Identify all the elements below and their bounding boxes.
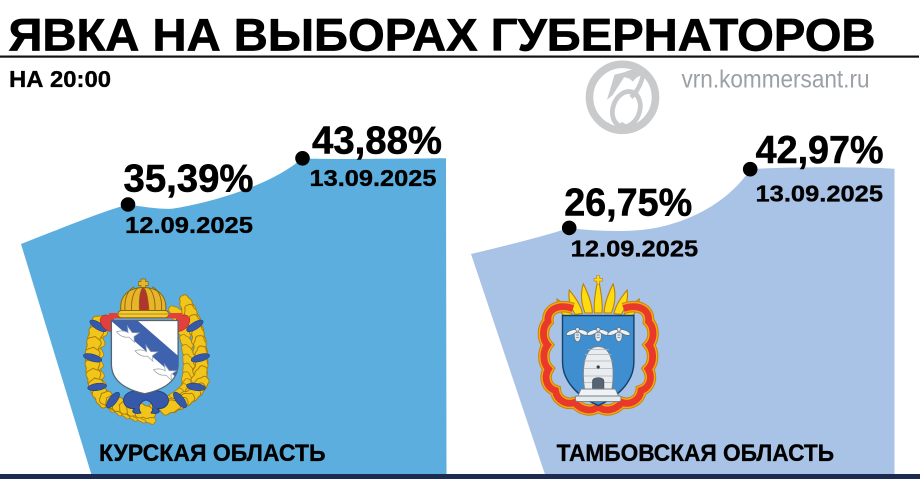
svg-text:42,97%: 42,97% (756, 129, 884, 172)
svg-text:ЯВКА НА ВЫБОРАХ ГУБЕРНАТОРОВ: ЯВКА НА ВЫБОРАХ ГУБЕРНАТОРОВ (9, 10, 876, 61)
svg-text:12.09.2025: 12.09.2025 (571, 235, 699, 261)
svg-text:НА 20:00: НА 20:00 (9, 66, 111, 92)
svg-text:vrn.kommersant.ru: vrn.kommersant.ru (682, 65, 870, 93)
svg-text:12.09.2025: 12.09.2025 (125, 212, 253, 238)
svg-text:13.09.2025: 13.09.2025 (310, 165, 437, 191)
svg-text:ТАМБОВСКАЯ ОБЛАСТЬ: ТАМБОВСКАЯ ОБЛАСТЬ (557, 440, 835, 467)
svg-text:КУРСКАЯ ОБЛАСТЬ: КУРСКАЯ ОБЛАСТЬ (99, 440, 326, 467)
svg-text:35,39%: 35,39% (124, 158, 254, 201)
svg-text:13.09.2025: 13.09.2025 (756, 181, 884, 207)
svg-text:43,88%: 43,88% (312, 120, 442, 163)
svg-text:26,75%: 26,75% (564, 181, 692, 224)
